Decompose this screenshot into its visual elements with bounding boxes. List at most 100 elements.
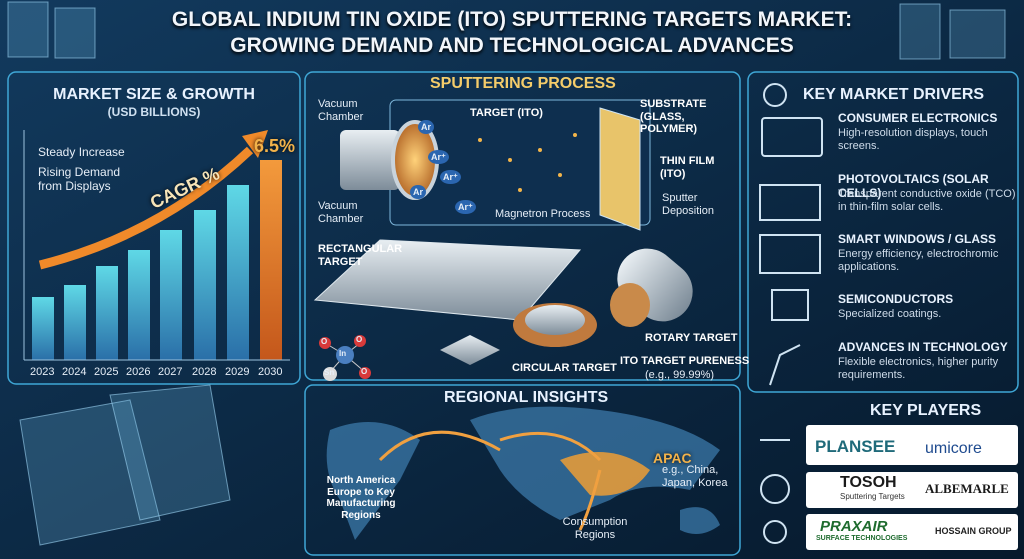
- particles: [478, 133, 577, 192]
- logo-boxes: [806, 425, 1018, 550]
- gear-icon: [763, 83, 787, 107]
- logo-box: [806, 514, 1018, 550]
- title-line: GLOBAL INDIUM TIN OXIDE (ITO) SPUTTERING…: [171, 8, 853, 31]
- device-icon: [761, 117, 823, 157]
- particle: [508, 158, 512, 162]
- driver-title: SEMICONDUCTORS: [838, 292, 954, 306]
- small-target: [440, 335, 500, 365]
- rect-target: [313, 239, 582, 321]
- arrow-head: [242, 130, 268, 158]
- driver-text: Transparent conductive oxide (TCO) in th…: [838, 188, 1016, 213]
- atom-label: O: [361, 367, 368, 376]
- driver-title: ADVANCES IN TECHNOLOGY: [838, 340, 1008, 354]
- gears-icon: [763, 520, 787, 544]
- label: ROTARY TARGET: [645, 332, 738, 344]
- particle: [478, 138, 482, 142]
- label: Vacuum Chamber: [318, 98, 364, 123]
- year-label: 2027: [158, 366, 183, 378]
- process-art: [313, 99, 693, 365]
- year-label: 2030: [258, 366, 283, 378]
- americas: [326, 422, 420, 540]
- section-subtitle: (USD BILLIONS): [107, 105, 201, 119]
- pane: [54, 7, 96, 59]
- icons: [759, 83, 823, 544]
- label: CIRCULAR TARGET: [512, 362, 617, 374]
- pane: [949, 9, 1006, 59]
- process-panel: [304, 71, 741, 381]
- atom-label: O: [321, 337, 328, 346]
- label: e.g., China, Japan, Korea: [662, 464, 728, 489]
- ion-label: Ar: [410, 185, 427, 200]
- label: TARGET (ITO): [470, 107, 543, 119]
- driver-title: SMART WINDOWS / GLASS: [838, 232, 996, 246]
- bar: [32, 297, 54, 360]
- logo: HOSSAIN GROUP: [935, 526, 1012, 536]
- year-label: 2024: [62, 366, 87, 378]
- label: RECTANGULAR TARGET: [318, 243, 403, 268]
- atom: [359, 367, 371, 379]
- robot-icon: [769, 344, 801, 386]
- year-label: 2026: [126, 366, 151, 378]
- apac-highlight: [560, 452, 650, 496]
- label: SUBSTRATE (GLASS, POLYMER): [640, 98, 707, 136]
- bar-group: [23, 130, 290, 361]
- atom-label: Sn: [324, 368, 335, 377]
- label: North America Europe to Key Manufacturin…: [326, 475, 396, 521]
- cathode: [340, 130, 400, 190]
- driver-text: Energy efficiency, electrochromic applic…: [838, 248, 999, 273]
- ion-label: Ar⁺: [428, 150, 449, 165]
- particle: [538, 148, 542, 152]
- year-label: 2025: [94, 366, 119, 378]
- label: Vacuum Chamber: [318, 200, 364, 225]
- bar: [96, 266, 118, 360]
- section-title: MARKET SIZE & GROWTH: [53, 86, 255, 103]
- atom: [323, 367, 337, 381]
- year-label: 2029: [225, 366, 250, 378]
- logo: Sputtering Targets: [840, 492, 905, 501]
- growth-arrow: [38, 146, 254, 270]
- ion-label: Ar⁺: [455, 200, 476, 215]
- flow: [578, 469, 602, 531]
- regional-panel: [304, 384, 741, 556]
- cagr-value: 6.5%: [254, 136, 296, 156]
- driver-title: PHOTOVOLTAICS (SOLAR CELLS): [838, 172, 989, 200]
- year-label: 2023: [30, 366, 55, 378]
- drivers-panel: [747, 71, 1019, 393]
- section-title: KEY MARKET DRIVERS: [803, 86, 985, 103]
- label: THIN FILM (ITO): [660, 155, 715, 180]
- particle: [518, 188, 522, 192]
- logo-box: [806, 425, 1018, 465]
- particle: [558, 173, 562, 177]
- particle: [573, 133, 577, 137]
- market-panel: [7, 71, 301, 385]
- substrate: [599, 107, 641, 231]
- label: Consumption Regions: [562, 516, 628, 541]
- flow: [499, 431, 602, 462]
- driver-text: High-resolution displays, touch screens.: [838, 127, 988, 152]
- label: Sputter Deposition: [662, 192, 714, 217]
- logo: SURFACE TECHNOLOGIES: [816, 535, 908, 542]
- logo: PRAXAIR: [820, 518, 888, 535]
- bullet: Steady Increase: [38, 145, 125, 159]
- bar: [194, 210, 216, 360]
- bar: [160, 230, 182, 360]
- year-label: 2028: [192, 366, 217, 378]
- bar: [64, 285, 86, 360]
- chip-icon: [771, 289, 809, 321]
- logo-box: [806, 472, 1018, 508]
- section-title: SPUTTERING PROCESS: [430, 75, 616, 92]
- logo: PLANSEE: [815, 437, 896, 456]
- world-map: [326, 406, 720, 540]
- pane: [109, 384, 231, 521]
- flows: [378, 430, 602, 531]
- atom: [354, 335, 366, 347]
- atom: [319, 337, 331, 349]
- logo: umicore: [925, 440, 982, 457]
- pane: [7, 1, 49, 58]
- australia: [680, 507, 720, 534]
- bullet: Rising Demand from Displays: [38, 165, 121, 193]
- bar: [227, 185, 249, 360]
- label: APAC: [653, 450, 692, 466]
- solar-icon: [759, 184, 821, 221]
